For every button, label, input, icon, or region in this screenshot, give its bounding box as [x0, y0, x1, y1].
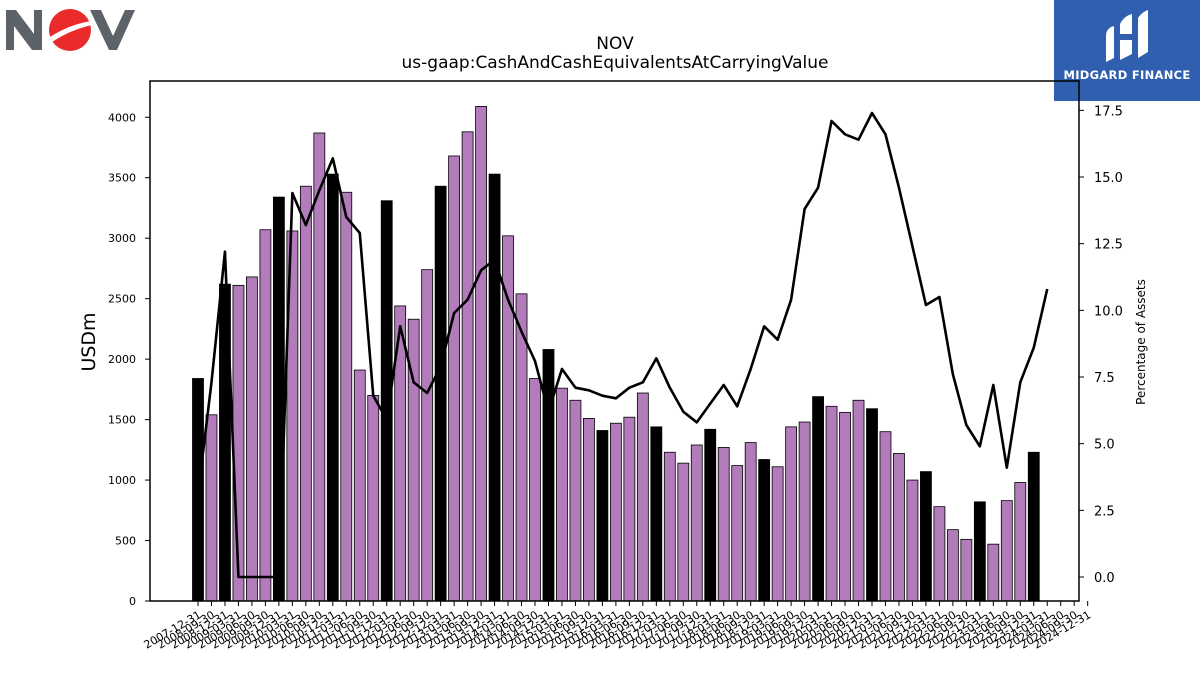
- nov-logo-icon: [6, 9, 135, 51]
- bar-2014-09-30: [529, 378, 541, 602]
- y2-axis-label: Percentage of Assets: [1134, 279, 1148, 405]
- y-axis-label: USDm: [78, 312, 100, 371]
- bar-2016-03-31: [609, 422, 622, 602]
- bar-2012-09-30: [421, 269, 434, 602]
- bar-2019-03-31: [771, 466, 784, 602]
- bar-2010-06-30: [299, 185, 312, 602]
- y2-tick-label: 2.5: [1094, 504, 1115, 519]
- left-axis: 0 500 1000 1500 2000 2500 3000 3500 4000: [108, 111, 150, 608]
- y-tick-label: 2500: [108, 293, 136, 306]
- y-tick-label: 0: [129, 595, 136, 608]
- bar-2023-03-31: [987, 543, 1000, 602]
- bar-2021-03-31: [879, 431, 892, 602]
- bar-2023-06-30: [1000, 500, 1013, 602]
- bar-2018-06-30: [731, 465, 744, 602]
- bar-2018-03-31: [717, 447, 730, 602]
- y-tick-label: 1000: [108, 474, 136, 487]
- y-tick-label: 500: [115, 535, 136, 548]
- y2-tick-label: 12.5: [1094, 238, 1123, 253]
- bar-2011-09-30: [367, 395, 380, 602]
- bar-2017-06-30: [677, 462, 690, 602]
- bar-2013-03-31: [448, 155, 461, 602]
- bar-2021-09-30: [906, 479, 919, 602]
- bar-2022-12-31: [973, 501, 986, 602]
- bar-2017-03-31: [663, 451, 676, 602]
- bar-2011-06-30: [353, 369, 366, 602]
- nov-logo: [4, 4, 136, 56]
- y-tick-label: 4000: [108, 111, 136, 124]
- right-axis: 0.0 2.5 5.0 7.5 10.0 12.5 15.0 17.5: [1079, 104, 1123, 586]
- bar-2022-06-30: [946, 529, 959, 602]
- bar-2012-12-31: [434, 185, 447, 602]
- bar-2013-06-30: [461, 131, 474, 602]
- y-tick-label: 3000: [108, 232, 136, 245]
- bar-2020-09-30: [852, 399, 865, 602]
- plot-frame: [149, 80, 1080, 602]
- bar-2020-03-31: [825, 405, 838, 602]
- y2-tick-label: 0.0: [1094, 571, 1115, 586]
- bar-2022-09-30: [960, 538, 973, 602]
- bar-2009-09-30: [259, 229, 272, 602]
- bar-2015-09-30: [583, 417, 595, 602]
- y-tick-label: 3500: [108, 172, 136, 185]
- chart-subtitle: us-gaap:CashAndCashEquivalentsAtCarrying…: [402, 53, 829, 73]
- bar-2021-06-30: [893, 453, 905, 602]
- bar-2015-06-30: [569, 399, 582, 602]
- line-layer: [196, 111, 1049, 579]
- y-tick-label: 1500: [108, 414, 136, 427]
- midgard-brand-text: MIDGARD FINANCE: [1063, 68, 1191, 82]
- chart-title: NOV: [596, 34, 634, 54]
- bar-2017-12-31: [704, 428, 717, 602]
- bar-2016-12-31: [650, 426, 663, 602]
- bar-2023-09-30: [1014, 482, 1027, 602]
- bar-2022-03-31: [933, 506, 946, 602]
- y-tick-label: 2000: [108, 353, 136, 366]
- bar-2015-03-31: [556, 387, 568, 602]
- bar-2021-12-31: [920, 471, 932, 602]
- bar-2019-12-31: [812, 396, 824, 602]
- bars-layer: [192, 106, 1040, 602]
- bar-2017-09-30: [690, 444, 703, 602]
- bar-2009-06-30: [246, 276, 258, 602]
- y2-tick-label: 7.5: [1094, 371, 1115, 386]
- bar-2018-09-30: [744, 442, 757, 602]
- bar-2019-09-30: [798, 421, 811, 602]
- bar-2013-09-30: [475, 106, 487, 602]
- bar-2016-06-30: [623, 416, 636, 602]
- bar-2008-09-30: [205, 414, 218, 602]
- bar-2018-12-31: [758, 459, 771, 602]
- y2-tick-label: 10.0: [1094, 304, 1123, 319]
- bar-2020-12-31: [866, 408, 878, 602]
- bar-2019-06-30: [785, 426, 798, 602]
- bar-2016-09-30: [636, 392, 649, 602]
- bar-2013-12-31: [488, 173, 501, 602]
- bar-2023-12-31: [1027, 451, 1040, 602]
- x-axis: 2007-12-312008-09-302008-12-312009-03-31…: [142, 601, 1093, 652]
- y2-tick-label: 17.5: [1094, 104, 1123, 119]
- y2-tick-label: 15.0: [1094, 171, 1123, 186]
- midgard-logo-icon: [1106, 10, 1148, 62]
- bar-2011-03-31: [340, 191, 353, 602]
- percentage-line: [196, 111, 1049, 579]
- bar-2014-12-31: [542, 349, 555, 602]
- bar-2015-12-31: [596, 430, 609, 602]
- bar-2020-06-30: [839, 411, 851, 602]
- y2-tick-label: 5.0: [1094, 438, 1115, 453]
- bar-2010-12-31: [326, 173, 339, 602]
